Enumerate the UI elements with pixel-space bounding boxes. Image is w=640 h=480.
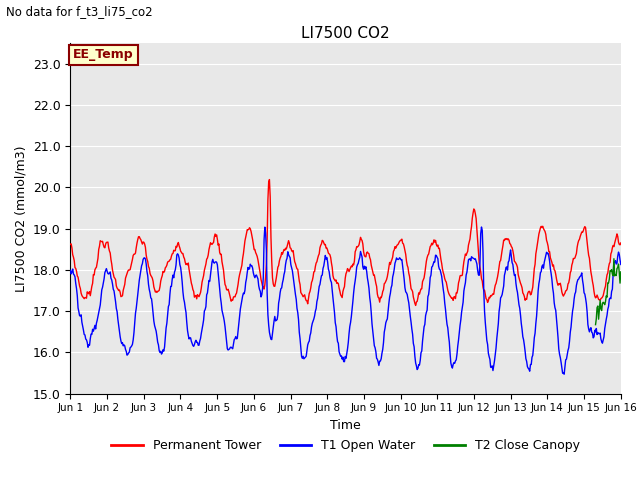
T1 Open Water xyxy=(133,299,141,305)
T1 Open Water xyxy=(189,343,196,348)
T1 Open Water xyxy=(218,307,226,313)
Text: EE_Temp: EE_Temp xyxy=(73,48,134,61)
Title: LI7500 CO2: LI7500 CO2 xyxy=(301,25,390,41)
Text: No data for f_t3_li75_co2: No data for f_t3_li75_co2 xyxy=(6,5,153,18)
Line: T2 Close Canopy: T2 Close Canopy xyxy=(596,259,621,324)
Permanent Tower xyxy=(414,295,422,300)
Permanent Tower xyxy=(218,259,226,264)
T1 Open Water xyxy=(617,262,625,267)
Permanent Tower xyxy=(430,237,438,243)
Y-axis label: LI7500 CO2 (mmol/m3): LI7500 CO2 (mmol/m3) xyxy=(14,145,28,292)
Permanent Tower xyxy=(412,302,419,308)
Line: Permanent Tower: Permanent Tower xyxy=(70,180,621,305)
Legend: Permanent Tower, T1 Open Water, T2 Close Canopy: Permanent Tower, T1 Open Water, T2 Close… xyxy=(106,434,585,457)
Permanent Tower xyxy=(617,240,625,246)
Permanent Tower xyxy=(133,240,141,246)
T2 Close Canopy xyxy=(617,269,625,275)
T1 Open Water xyxy=(413,363,420,369)
T1 Open Water xyxy=(560,372,568,377)
Permanent Tower xyxy=(77,286,84,291)
T1 Open Water xyxy=(477,224,485,230)
Permanent Tower xyxy=(67,241,74,247)
X-axis label: Time: Time xyxy=(330,419,361,432)
Permanent Tower xyxy=(266,177,273,182)
T1 Open Water xyxy=(77,313,84,319)
T1 Open Water xyxy=(429,264,436,269)
Permanent Tower xyxy=(189,287,196,292)
Line: T1 Open Water: T1 Open Water xyxy=(70,227,621,374)
T1 Open Water xyxy=(67,267,74,273)
